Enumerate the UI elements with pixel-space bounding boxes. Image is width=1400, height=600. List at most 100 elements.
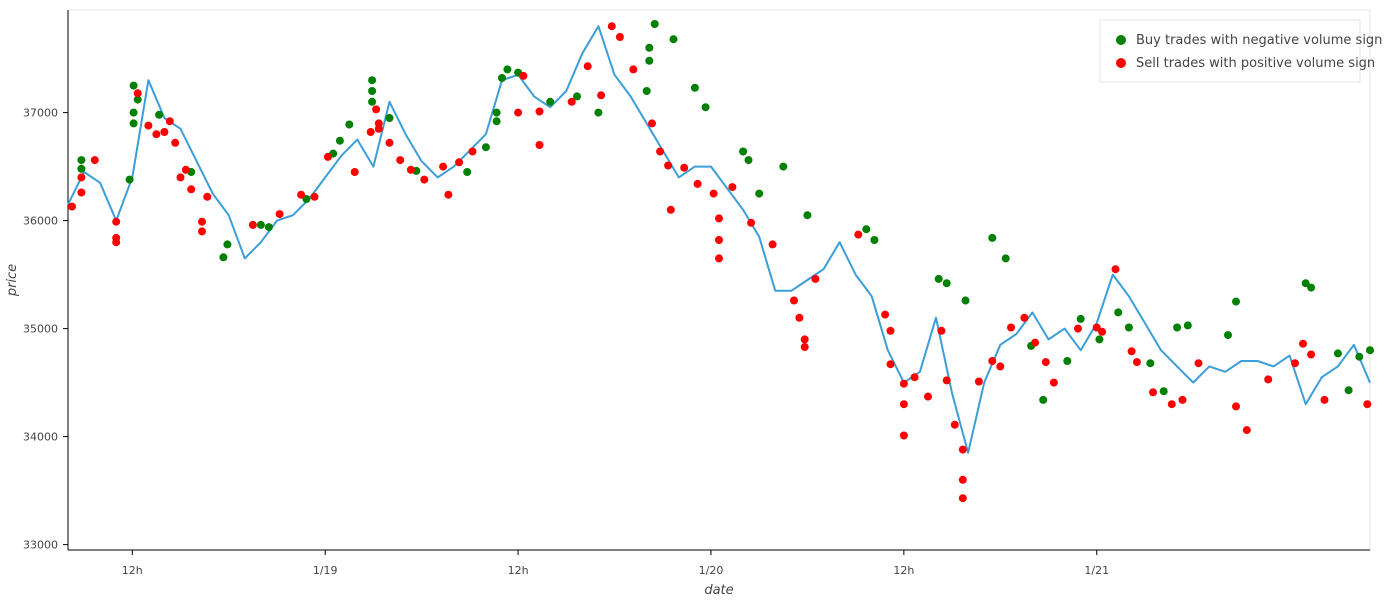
sell-trade-point: [715, 214, 723, 223]
sell-trade-point: [535, 107, 544, 116]
sell-trade-point: [800, 335, 809, 344]
buy-trade-point: [1124, 323, 1133, 332]
sell-trade-point: [1363, 400, 1372, 409]
buy-trade-point: [1114, 308, 1123, 317]
buy-trade-point: [77, 156, 86, 165]
buy-trade-point: [690, 83, 699, 92]
x-tick-label: 1/20: [699, 564, 724, 577]
buy-trade-point: [1173, 323, 1182, 332]
buy-trade-point: [862, 225, 871, 234]
buy-trade-point: [481, 143, 490, 152]
buy-trade-point: [503, 65, 512, 74]
sell-trade-point: [790, 296, 798, 305]
buy-trade-point: [594, 108, 603, 117]
sell-trade-point: [514, 108, 523, 117]
buy-trade-point: [755, 189, 764, 198]
sell-trade-point: [747, 218, 756, 227]
buy-trade-point: [368, 87, 377, 95]
sell-trade-point: [924, 392, 932, 401]
sell-trade-point: [112, 217, 121, 226]
sell-trade-point: [664, 161, 673, 170]
sell-trade-point: [1242, 426, 1251, 435]
sell-trade-point: [728, 183, 737, 192]
buy-trade-point: [1063, 357, 1072, 365]
sell-trade-point: [374, 124, 383, 133]
buy-trade-point: [129, 119, 138, 128]
buy-trade-point: [1355, 352, 1364, 361]
x-axis: 12h 1/19 12h 1/20 12h 1/21: [68, 549, 1370, 577]
sell-trade-point: [1194, 359, 1203, 368]
buy-trade-point: [988, 233, 997, 242]
sell-trade-point: [1149, 388, 1157, 397]
buy-trade-point: [1366, 346, 1374, 355]
sell-trade-point: [144, 121, 153, 130]
sell-trade-point: [468, 147, 477, 156]
sell-trade-point: [420, 175, 429, 184]
sell-trade-point: [881, 310, 890, 319]
sell-trade-point: [1291, 359, 1299, 368]
buy-trade-point: [77, 164, 86, 173]
y-axis-title: price: [5, 264, 20, 297]
sell-trade-point: [77, 188, 86, 197]
sell-markers: [68, 22, 1372, 503]
buy-trade-point: [870, 236, 879, 244]
buy-trade-point: [219, 253, 228, 262]
sell-trade-point: [899, 379, 908, 388]
buy-trade-point: [256, 220, 265, 229]
sell-trade-point: [1074, 324, 1082, 333]
sell-trade-point: [583, 62, 592, 71]
sell-trade-point: [275, 210, 284, 219]
buy-trade-point: [744, 156, 753, 165]
sell-trade-point: [1020, 313, 1029, 322]
plot-area: [67, 9, 1371, 551]
buy-markers: [77, 20, 1374, 404]
buy-trade-point: [1301, 279, 1310, 288]
buy-trade-point: [942, 279, 951, 288]
sell-trade-point: [1167, 400, 1176, 409]
buy-trade-point: [385, 114, 394, 122]
buy-trade-point: [642, 87, 651, 95]
sell-trade-point: [297, 190, 306, 199]
sell-trade-point: [958, 445, 967, 454]
sell-trade-point: [666, 205, 675, 214]
sell-trade-point: [385, 138, 394, 147]
sell-trade-point: [133, 89, 142, 98]
sell-trade-point: [715, 254, 723, 263]
x-tick-label: 1/21: [1084, 564, 1109, 577]
sell-trade-point: [198, 227, 206, 236]
buy-trade-point: [345, 120, 354, 129]
sell-trade-point: [310, 192, 319, 201]
sell-trade-point: [974, 377, 983, 386]
sell-trade-point: [615, 33, 624, 41]
sell-trade-point: [1041, 358, 1050, 367]
sell-trade-point: [181, 165, 190, 174]
buy-trade-point: [1001, 254, 1010, 263]
sell-trade-point: [715, 236, 723, 244]
buy-trade-point: [779, 162, 788, 171]
y-tick-label: 34000: [23, 431, 58, 444]
sell-trade-point: [366, 128, 375, 136]
buy-trade-point: [650, 20, 659, 28]
sell-trade-point: [519, 71, 528, 80]
sell-trade-point: [656, 147, 665, 156]
sell-trade-point: [693, 179, 702, 188]
x-tick-label: 12h: [893, 564, 914, 577]
sell-trade-point: [439, 162, 448, 171]
sell-trade-point: [648, 119, 656, 128]
sell-trade-point: [910, 373, 919, 382]
buy-trade-point: [701, 103, 710, 112]
sell-trade-point: [1092, 323, 1101, 332]
sell-trade-point: [567, 97, 576, 106]
buy-trade-point: [934, 274, 943, 283]
buy-trade-point: [1333, 349, 1342, 358]
buy-trade-point: [1159, 387, 1168, 396]
buy-trade-point: [645, 56, 654, 65]
y-tick-label: 37000: [23, 107, 58, 120]
sell-trade-point: [958, 475, 967, 484]
sell-trade-point: [77, 173, 86, 182]
sell-trade-point: [198, 217, 206, 226]
buy-trade-point: [129, 108, 138, 117]
buy-trade-point: [223, 240, 232, 249]
sell-trade-point: [811, 274, 820, 283]
sell-trade-point: [899, 400, 908, 409]
